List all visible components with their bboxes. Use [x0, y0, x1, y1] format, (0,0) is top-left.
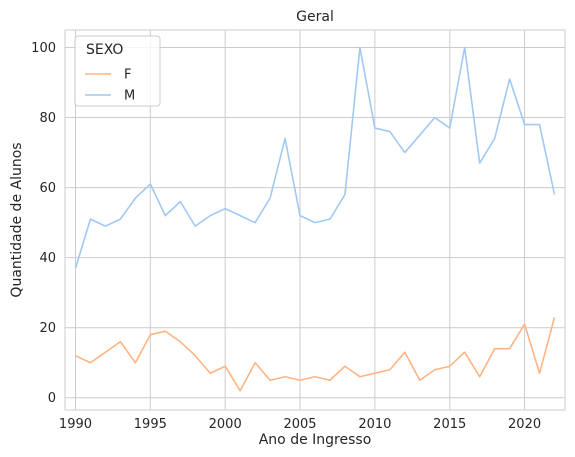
- y-tick-label: 0: [48, 391, 56, 406]
- legend-box: [74, 35, 161, 107]
- x-tick-label: 2020: [508, 417, 541, 432]
- x-tick-label: 2000: [209, 417, 242, 432]
- series-lines: [74, 46, 556, 392]
- legend: SEXO FM: [74, 35, 161, 107]
- y-tick-label: 60: [39, 181, 56, 196]
- x-tick-label: 2015: [433, 417, 466, 432]
- x-tick-label: 2010: [358, 417, 391, 432]
- x-tick-label: 2005: [283, 417, 316, 432]
- x-tick-label: 1990: [59, 417, 92, 432]
- y-tick-labels: 0 20 40 60 80 100: [31, 41, 56, 406]
- y-tick-label: 100: [31, 41, 56, 56]
- legend-label-M: M: [124, 89, 135, 104]
- legend-label-F: F: [124, 68, 131, 83]
- legend-title: SEXO: [86, 42, 123, 58]
- series-line-F: [75, 316, 556, 392]
- x-tick-labels: 1990 1995 2000 2005 2010 2015 2020: [59, 417, 541, 432]
- y-tick-label: 40: [39, 251, 56, 266]
- y-tick-label: 80: [39, 111, 56, 126]
- series-line-M: [74, 46, 556, 269]
- y-tick-label: 20: [39, 321, 56, 336]
- x-tick-label: 1995: [134, 417, 167, 432]
- chart-title: Geral: [296, 9, 334, 25]
- y-axis-label: Quantidade de Alunos: [9, 142, 25, 297]
- x-axis-label: Ano de Ingresso: [259, 432, 372, 448]
